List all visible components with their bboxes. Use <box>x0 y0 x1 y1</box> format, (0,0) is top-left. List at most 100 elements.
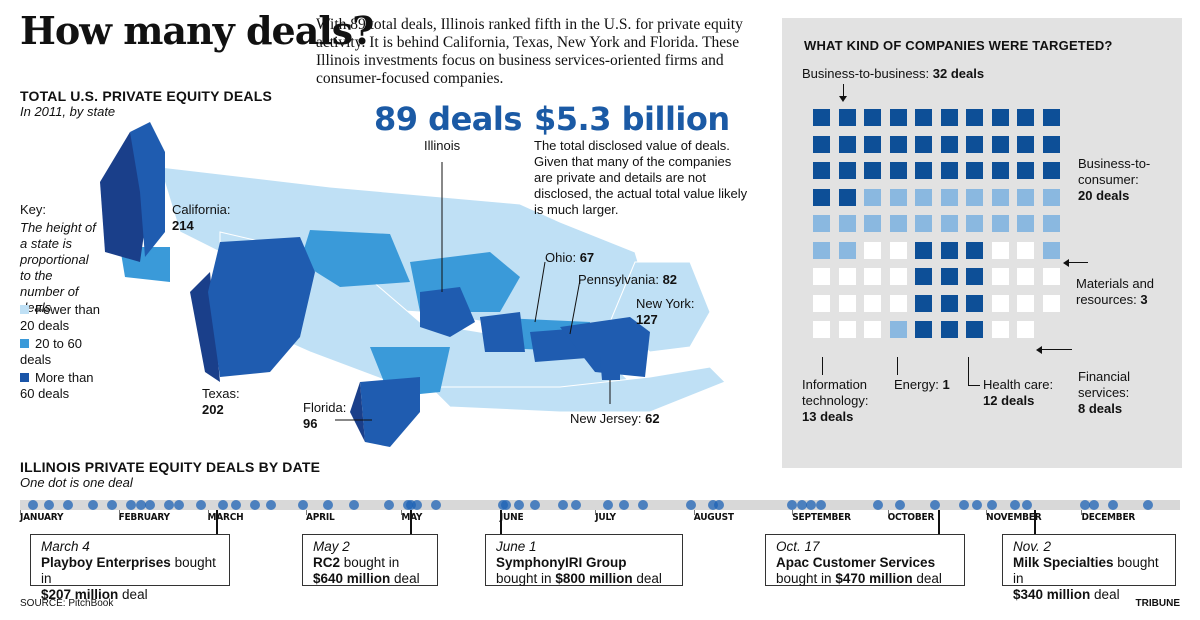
materials-leader <box>1068 262 1088 263</box>
grid-square <box>966 109 983 126</box>
month-label: MARCH <box>207 512 244 523</box>
callout-june-leader <box>500 510 502 534</box>
grid-square <box>838 294 856 312</box>
deal-dot <box>1089 500 1100 510</box>
month-label: FEBRUARY <box>118 512 171 523</box>
deal-dot <box>348 500 359 510</box>
grid-square <box>966 294 983 312</box>
grid-square <box>889 215 907 232</box>
targets-grid <box>813 109 1063 359</box>
map-florida <box>360 377 420 447</box>
callout-june: June 1 SymphonyIRI Group bought in $800 … <box>485 534 683 586</box>
grid-square <box>864 135 881 153</box>
us-map <box>100 122 726 447</box>
month-label: JULY <box>595 512 616 523</box>
grid-square <box>940 135 958 153</box>
deal-dot <box>796 500 807 510</box>
month-tick <box>986 510 988 515</box>
callout-march: March 4 Playboy Enterprises bought in $2… <box>30 534 230 602</box>
deal-dot <box>231 500 242 510</box>
grid-square <box>940 188 958 206</box>
grid-square <box>1017 241 1034 259</box>
key-title: Key: <box>20 202 47 217</box>
materials-arrow-icon <box>1063 259 1069 267</box>
deal-dot <box>412 500 423 510</box>
grid-square <box>838 215 856 232</box>
grid-square <box>966 188 983 206</box>
grid-square <box>838 241 856 259</box>
grid-square <box>864 268 881 285</box>
deal-dot <box>529 500 540 510</box>
deal-dot <box>873 500 884 510</box>
key-item-high: More than 60 deals <box>20 370 94 401</box>
deal-dot <box>787 500 798 510</box>
grid-square <box>915 241 932 259</box>
grid-square <box>915 109 932 126</box>
label-florida: Florida: 96 <box>303 400 347 431</box>
grid-square <box>813 109 830 126</box>
callout-october-leader <box>938 510 940 534</box>
deal-dot <box>1009 500 1020 510</box>
grid-square <box>864 294 881 312</box>
grid-square <box>1042 162 1060 179</box>
map-key-legend: Fewer than 20 deals 20 to 60 deals More … <box>20 302 110 402</box>
map-mid-1 <box>300 230 410 287</box>
ohio-leader <box>534 261 546 323</box>
grid-square <box>991 241 1009 259</box>
grid-square <box>889 241 907 259</box>
grid-square <box>940 321 958 338</box>
month-tick <box>792 510 794 515</box>
callout-october: Oct. 17 Apac Customer Services bought in… <box>765 534 965 586</box>
month-tick <box>1081 510 1083 515</box>
month-label: NOVEMBER <box>986 512 1042 523</box>
deal-dot <box>685 500 696 510</box>
key-swatch-mid <box>20 339 29 348</box>
month-tick <box>595 510 597 515</box>
label-new-jersey: New Jersey: 62 <box>570 411 660 426</box>
grid-square <box>1017 294 1034 312</box>
grid-square <box>1017 162 1034 179</box>
deal-dot <box>815 500 826 510</box>
grid-square <box>1017 268 1034 285</box>
grid-square <box>1017 188 1034 206</box>
deal-dot <box>971 500 982 510</box>
grid-square <box>813 294 830 312</box>
label-it: Information technology: 13 deals <box>802 377 869 424</box>
callout-november-leader <box>1034 510 1036 534</box>
b2b-leader <box>843 84 844 100</box>
label-ohio: Ohio: 67 <box>545 250 595 265</box>
grid-square <box>838 321 856 338</box>
map-southeast <box>428 366 726 413</box>
map-new-york <box>560 317 650 377</box>
month-label: OCTOBER <box>887 512 935 523</box>
source-note: SOURCE: PitchBook <box>20 598 114 609</box>
grid-square <box>813 268 830 285</box>
month-tick <box>401 510 403 515</box>
deal-dot <box>126 500 137 510</box>
grid-square <box>915 188 932 206</box>
grid-square <box>813 135 830 153</box>
deal-dot <box>431 500 442 510</box>
pennsylvania-leader <box>569 279 581 335</box>
grid-square <box>991 162 1009 179</box>
map-heading: TOTAL U.S. PRIVATE EQUITY DEALS <box>20 88 273 104</box>
grid-square <box>864 188 881 206</box>
grid-square <box>1042 241 1060 259</box>
intro-text: With 89 total deals, Illinois ranked fif… <box>316 16 743 87</box>
financial-arrow-icon <box>1036 346 1042 354</box>
map-florida-side <box>350 382 365 442</box>
deal-dot <box>145 500 156 510</box>
health-leader <box>968 357 969 385</box>
grid-square <box>991 109 1009 126</box>
grid-square <box>940 241 958 259</box>
deal-dot <box>806 500 817 510</box>
month-tick <box>118 510 120 515</box>
grid-square <box>838 268 856 285</box>
deal-dot <box>88 500 99 510</box>
grid-square <box>940 109 958 126</box>
grid-square <box>915 268 932 285</box>
key-item-mid: 20 to 60 deals <box>20 336 82 367</box>
grid-square <box>838 135 856 153</box>
grid-square <box>813 215 830 232</box>
targets-heading: WHAT KIND OF COMPANIES WERE TARGETED? <box>804 38 1113 53</box>
